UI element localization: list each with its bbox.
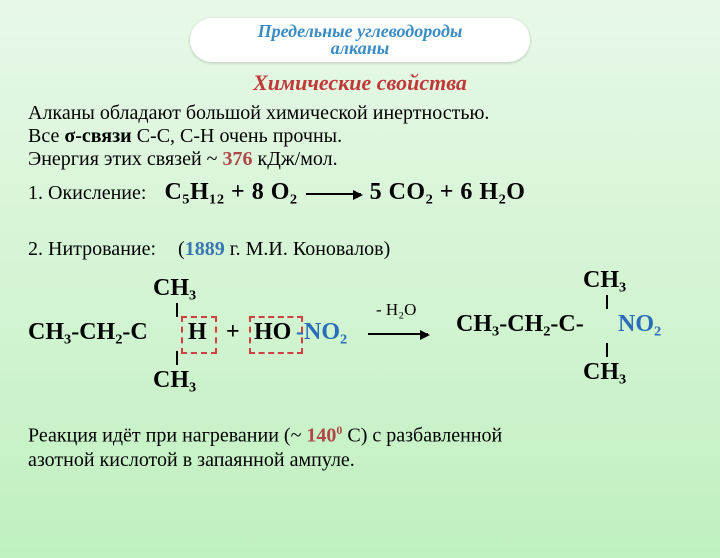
energy-value: 376	[222, 148, 252, 170]
paren-open: (	[178, 238, 185, 260]
intro-paragraph: Алканы обладают большой химической инерт…	[28, 102, 692, 171]
bond-icon	[176, 303, 178, 317]
oxidation-left: С₅Н₁₂ + 8 О₂	[164, 179, 297, 205]
oxidation-equation: С₅Н₁₂ + 8 О₂ 5 СО₂ + 6 Н₂О	[164, 179, 525, 206]
intro-line3b: кДж/мол.	[252, 148, 337, 170]
ch3-bot-left: СН₃	[153, 367, 196, 394]
plus-sign: +	[226, 319, 240, 346]
red-box-right	[249, 316, 303, 354]
ch3-top-right: СН₃	[583, 267, 626, 294]
intro-line3a: Энергия этих связей ~	[28, 148, 222, 170]
footer-t2: С) с разбавленной	[342, 425, 502, 447]
main-left-chain: СН₃-СН₂-С	[28, 319, 148, 346]
arrow-icon	[306, 193, 361, 195]
title-banner: Предельные углеводороды алканы	[190, 18, 530, 62]
footer-t3: азотной кислотой в запаянной ампуле.	[28, 449, 355, 471]
paren-close: )	[384, 238, 391, 260]
konovalov-credit: (1889 г. М.И. Коновалов)	[178, 238, 390, 261]
ch3-top-left: СН₃	[153, 275, 196, 302]
bond-icon	[606, 343, 608, 357]
intro-line2b: С-С, С-Н очень прочны.	[132, 125, 342, 147]
footer-t1: Реакция идёт при нагревании (~	[28, 425, 306, 447]
reaction-formula: СН₃ СН₃-СН₂-С Н СН₃ + НО -NO₂ - H₂O СН₃ …	[28, 275, 692, 415]
main-right-chain: СН₃-СН₂-С-	[456, 311, 584, 338]
intro-line1: Алканы обладают большой химической инерт…	[28, 102, 489, 124]
nitration-label: 2. Нитрование:	[28, 238, 156, 261]
minus-h2o: - H₂O	[376, 300, 416, 320]
footer-note: Реакция идёт при нагревании (~ 1400 С) с…	[0, 415, 720, 472]
nitration-year: 1889	[185, 238, 225, 260]
nitration-author: г. М.И. Коновалов	[225, 238, 384, 260]
no2-right: NO₂	[618, 311, 661, 338]
temperature: 140	[306, 425, 336, 447]
subtitle: Химические свойства	[0, 70, 720, 96]
title-line-2: алканы	[190, 40, 530, 56]
arrow-icon	[368, 333, 428, 335]
red-box-left	[181, 316, 217, 354]
intro-line2a: Все	[28, 125, 64, 147]
ch3-bot-right: СН₃	[583, 359, 626, 386]
oxidation-right: 5 СО₂ + 6 Н₂О	[370, 179, 526, 205]
oxidation-row: 1. Окисление: С₅Н₁₂ + 8 О₂ 5 СО₂ + 6 Н₂О	[28, 179, 692, 206]
nitration-row: 2. Нитрование: (1889 г. М.И. Коновалов)	[28, 224, 692, 261]
sigma-bonds: σ-связи	[64, 125, 131, 147]
oxidation-label: 1. Окисление:	[28, 182, 146, 205]
no2-left: -NO₂	[296, 319, 347, 346]
bond-icon	[606, 295, 608, 309]
bond-icon	[176, 351, 178, 365]
content-area: Алканы обладают большой химической инерт…	[0, 96, 720, 415]
